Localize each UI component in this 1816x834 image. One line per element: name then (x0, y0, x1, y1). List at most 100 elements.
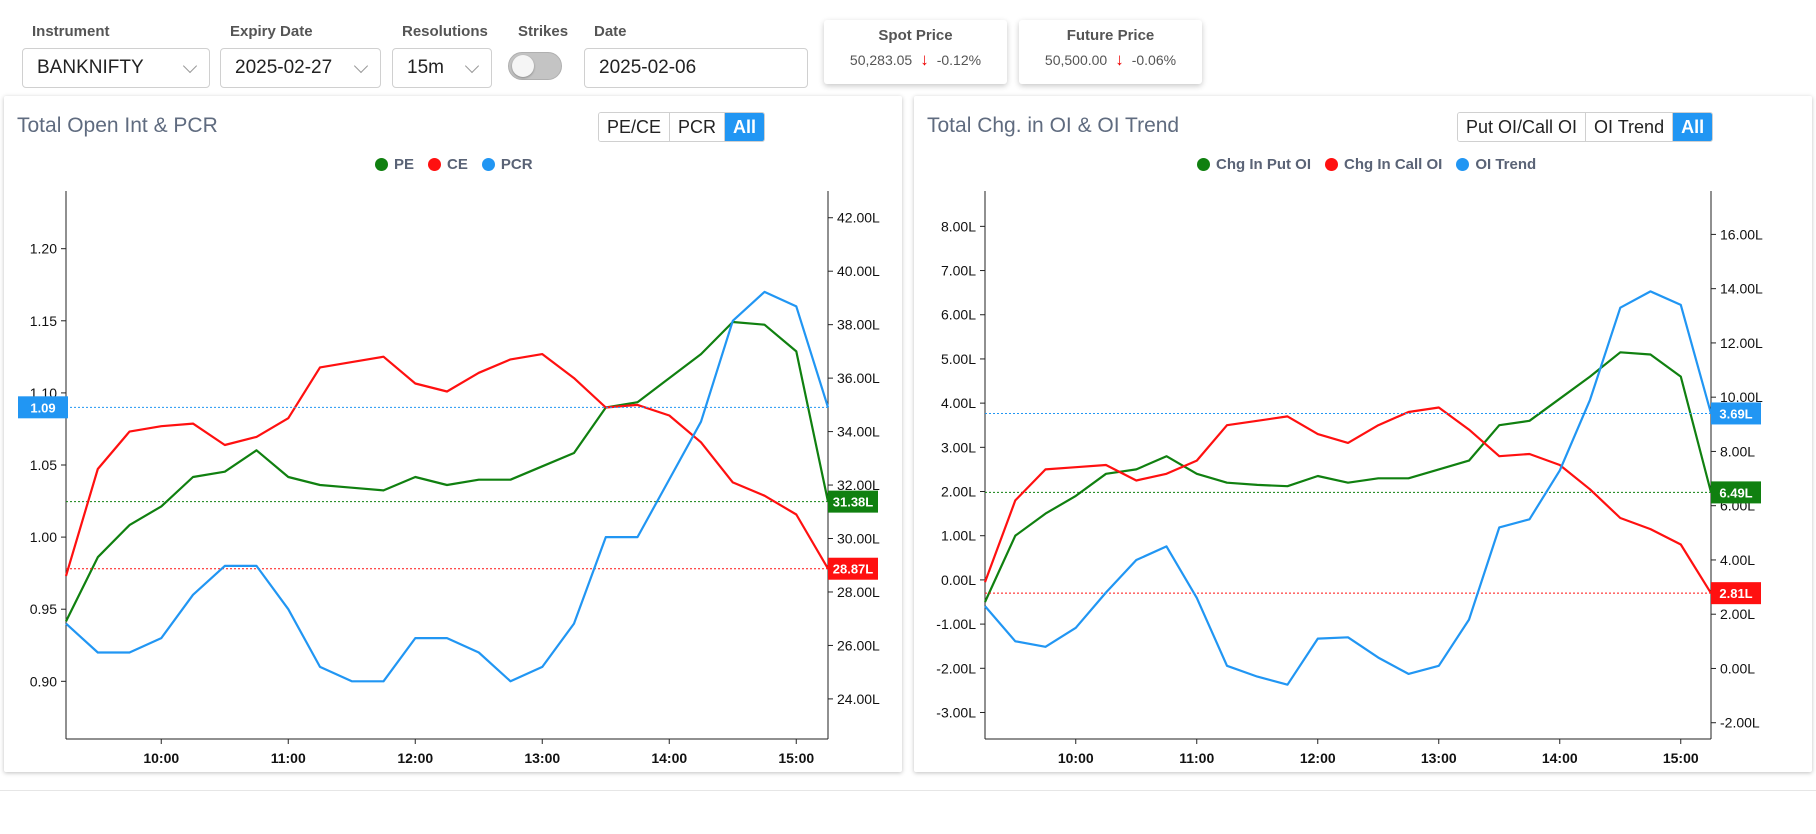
legend-dot (1456, 158, 1470, 171)
right-tick-label: 2.00L (1720, 606, 1755, 622)
oi-trend-button[interactable]: OI Trend (1586, 113, 1674, 141)
legend-item-chg-put-oi[interactable]: Chg In Put OI (1197, 156, 1311, 173)
legend-dot (1325, 158, 1338, 171)
chevron-down-icon (464, 58, 480, 73)
legend-dot (375, 158, 388, 171)
left-tick-label: 2.00L (941, 484, 976, 500)
all-button[interactable]: All (725, 113, 765, 141)
strikes-toggle[interactable] (508, 52, 562, 80)
chart-legend: Chg In Put OI Chg In Call OI OI Trend (1197, 156, 1536, 173)
view-toggle-group: PE/CE PCR All (598, 112, 766, 142)
x-tick-label: 10:00 (143, 750, 179, 766)
expiry-select[interactable]: 2025-02-27 (220, 48, 381, 88)
panel-title: Total Chg. in OI & OI Trend (927, 114, 1180, 137)
resolution-field: Resolutions 15m (392, 22, 492, 88)
instrument-value: BANKNIFTY (37, 57, 144, 78)
right-tick-label: 24.00L (837, 691, 880, 707)
strikes-label: Strikes (518, 23, 569, 40)
x-tick-label: 14:00 (651, 750, 687, 766)
change-oi-chart[interactable]: -3.00L -2.00L -1.00L 0.00L 1.00L 2.00L 3.00L 4.… (914, 96, 1812, 772)
arrow-down-icon: ↓ (920, 50, 929, 69)
left-tick-label: 0.90 (30, 673, 57, 689)
chevron-down-icon (182, 58, 198, 73)
legend-item-chg-call-oi[interactable]: Chg In Call OI (1325, 156, 1442, 173)
right-tick-label: 32.00L (837, 477, 880, 493)
future-price-card: Future Price 50,500.00 ↓ -0.06% (1019, 20, 1202, 84)
left-tick-label: -3.00L (936, 704, 976, 720)
pcr-button[interactable]: PCR (670, 113, 726, 141)
right-tick-label: 26.00L (837, 637, 880, 653)
series-line-chg-in-call-oi (983, 406, 1712, 594)
toggle-knob (512, 55, 534, 77)
left-tick-label: 7.00L (941, 263, 976, 279)
last-value-label: 31.38L (828, 490, 878, 513)
right-tick-label: 8.00L (1720, 443, 1755, 459)
date-input[interactable]: 2025-02-06 (584, 48, 808, 88)
expiry-label: Expiry Date (230, 23, 313, 40)
last-value-label: 6.49L (1711, 481, 1761, 504)
last-value-label: 1.09 (18, 396, 68, 419)
right-tick-label: 0.00L (1720, 660, 1755, 676)
x-tick-label: 15:00 (778, 750, 814, 766)
date-label: Date (594, 23, 627, 40)
legend-label: Chg In Put OI (1216, 156, 1311, 173)
date-field: Date 2025-02-06 (584, 22, 808, 88)
legend-label: PE (394, 156, 415, 173)
legend-label: OI Trend (1475, 156, 1537, 173)
left-tick-label: 5.00L (941, 351, 976, 367)
last-value-box (1711, 481, 1761, 504)
last-value-text: 3.69L (1719, 406, 1752, 421)
spot-price-card: Spot Price 50,283.05 ↓ -0.12% (824, 20, 1007, 84)
all-button[interactable]: All (1673, 113, 1713, 141)
filter-bar: Instrument BANKNIFTY Expiry Date 2025-02… (0, 0, 1816, 92)
legend-item-pe[interactable]: PE (375, 156, 414, 173)
expiry-field: Expiry Date 2025-02-27 (220, 22, 381, 88)
right-tick-label: 10.00L (1720, 389, 1763, 405)
expiry-value: 2025-02-27 (235, 57, 333, 78)
legend-item-ce[interactable]: CE (428, 156, 468, 173)
left-tick-label: 1.00L (941, 528, 976, 544)
open-interest-chart[interactable]: 0.900.951.001.051.101.151.2024.00L26.00L… (4, 96, 902, 772)
series-line-chg-in-put-oi (983, 351, 1713, 603)
resolution-value: 15m (407, 57, 444, 78)
spot-price-change: -0.12% (936, 52, 982, 68)
left-tick-label: 6.00L (941, 307, 976, 323)
series-line-ce (64, 353, 829, 577)
series-line-pcr (65, 290, 830, 683)
right-tick-label: 4.00L (1720, 552, 1755, 568)
left-tick-label: 3.00L (941, 439, 976, 455)
instrument-select[interactable]: BANKNIFTY (22, 48, 210, 88)
chart-legend: PE CE PCR (375, 156, 533, 173)
pe-ce-button[interactable]: PE/CE (599, 113, 671, 141)
x-tick-label: 11:00 (271, 750, 306, 766)
last-value-text: 6.49L (1719, 485, 1752, 500)
right-tick-label: 12.00L (1720, 335, 1763, 351)
last-value-text: 1.09 (30, 400, 55, 415)
future-price-value: 50,500.00 (1044, 52, 1108, 68)
put-call-oi-button[interactable]: Put OI/Call OI (1458, 113, 1587, 141)
left-tick-label: 8.00L (941, 218, 976, 234)
right-tick-label: 36.00L (837, 370, 880, 386)
future-price-change: -0.06% (1131, 52, 1177, 68)
legend-label: Chg In Call OI (1344, 156, 1443, 173)
left-tick-label: 1.05 (30, 457, 57, 473)
legend-item-oi-trend[interactable]: OI Trend (1456, 156, 1536, 173)
spot-price-value: 50,283.05 (849, 52, 913, 68)
x-tick-label: 12:00 (397, 750, 433, 766)
chevron-down-icon (353, 58, 369, 73)
last-value-text: 2.81L (1719, 586, 1752, 601)
instrument-field: Instrument BANKNIFTY (22, 22, 210, 88)
legend-label: CE (447, 156, 468, 173)
date-value: 2025-02-06 (599, 57, 697, 78)
resolution-label: Resolutions (402, 23, 488, 40)
last-value-label: 28.87L (828, 557, 878, 580)
x-tick-label: 15:00 (1663, 750, 1699, 766)
last-value-box (18, 396, 68, 419)
resolution-select[interactable]: 15m (392, 48, 492, 88)
last-value-box (828, 490, 878, 513)
right-tick-label: 38.00L (837, 317, 880, 333)
left-tick-label: 0.00L (941, 572, 976, 588)
last-value-text: 28.87L (833, 562, 874, 577)
legend-item-pcr[interactable]: PCR (481, 156, 533, 173)
left-tick-label: -2.00L (936, 660, 976, 676)
